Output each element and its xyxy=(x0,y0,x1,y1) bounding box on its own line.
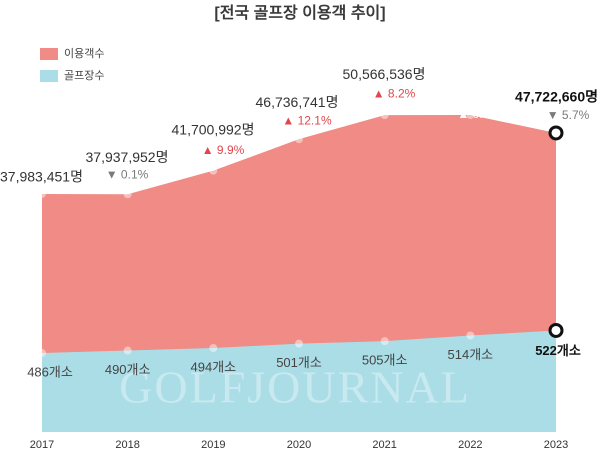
data-point xyxy=(548,322,564,338)
change-label: ▲ 0.03% xyxy=(457,107,507,121)
value-label: 47,722,660명 xyxy=(515,89,598,105)
legend-swatch xyxy=(40,48,58,60)
legend-label: 이용객수 xyxy=(64,47,104,60)
chart-title: [전국 골프장 이용객 추이] xyxy=(214,3,385,22)
data-point xyxy=(295,135,303,144)
value-label: 46,736,741명 xyxy=(256,94,339,110)
watermark: GOLFJOURNAL xyxy=(119,362,471,413)
legend-swatch xyxy=(40,70,58,82)
data-point xyxy=(209,166,218,175)
area xyxy=(42,330,556,432)
change-label: ▲ 12.1% xyxy=(282,113,332,127)
data-point xyxy=(123,346,132,355)
data-point xyxy=(38,189,46,198)
value-label: 50,583,383명 xyxy=(431,86,514,102)
value-label: 494개소 xyxy=(191,359,237,374)
change-label: ▲ 8.2% xyxy=(373,86,416,100)
x-tick-label: 2017 xyxy=(30,439,54,451)
data-point xyxy=(38,349,46,358)
x-tick-label: 2020 xyxy=(287,439,311,451)
x-tick-label: 2019 xyxy=(201,439,225,451)
data-point xyxy=(380,337,389,346)
legend-label: 골프장수 xyxy=(64,69,104,82)
data-point xyxy=(548,125,564,141)
x-tick-label: 2018 xyxy=(115,439,139,451)
value-label: 522개소 xyxy=(535,343,581,358)
change-label: ▼ 5.7% xyxy=(547,108,590,122)
data-point xyxy=(123,190,132,199)
value-label: 50,566,536명 xyxy=(343,66,426,82)
x-tick-label: 2022 xyxy=(458,439,482,451)
data-point xyxy=(466,111,475,120)
x-tick-label: 2023 xyxy=(544,439,568,451)
data-point xyxy=(466,331,475,340)
change-label: ▲ 9.9% xyxy=(202,143,245,157)
value-label: 486개소 xyxy=(27,364,73,379)
value-label: 505개소 xyxy=(362,353,408,368)
x-tick-label: 2021 xyxy=(372,439,396,451)
value-label: 41,700,992명 xyxy=(172,121,255,137)
value-label: 514개소 xyxy=(448,347,494,362)
value-label: 501개소 xyxy=(276,355,322,370)
value-label: 37,983,451명 xyxy=(0,169,83,185)
value-label: 37,937,952명 xyxy=(86,149,169,165)
data-point xyxy=(209,344,218,353)
data-point xyxy=(380,111,389,120)
change-label: ▼ 0.1% xyxy=(106,167,149,181)
data-point xyxy=(295,339,303,348)
value-label: 490개소 xyxy=(105,362,151,377)
